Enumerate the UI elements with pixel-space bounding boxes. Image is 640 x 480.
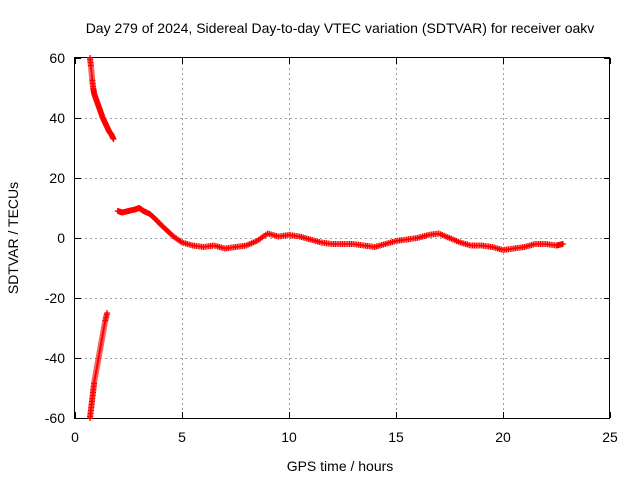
y-axis-label: SDTVAR / TECUs (5, 182, 21, 294)
grid (75, 58, 610, 418)
y-tick-label: 20 (49, 170, 65, 186)
y-tick-label: -20 (45, 290, 65, 306)
x-tick-label: 0 (71, 429, 79, 445)
axis-ticks: 0 5 10 15 20 25 -60 -40 -20 0 20 40 60 (45, 50, 618, 445)
x-tick-label: 15 (388, 429, 404, 445)
y-tick-label: 0 (57, 230, 65, 246)
y-tick-label: 40 (49, 110, 65, 126)
data-point (110, 136, 117, 142)
data-point (559, 241, 566, 247)
x-tick-label: 25 (602, 429, 618, 445)
x-axis-label: GPS time / hours (287, 458, 394, 474)
x-tick-label: 20 (495, 429, 511, 445)
y-tick-label: -40 (45, 350, 65, 366)
data-points (86, 55, 566, 421)
y-tick-label: 60 (49, 50, 65, 66)
y-tick-label: -60 (45, 410, 65, 426)
chart-title: Day 279 of 2024, Sidereal Day-to-day VTE… (86, 20, 595, 36)
data-point (104, 310, 111, 316)
x-tick-label: 5 (178, 429, 186, 445)
x-tick-label: 10 (281, 429, 297, 445)
